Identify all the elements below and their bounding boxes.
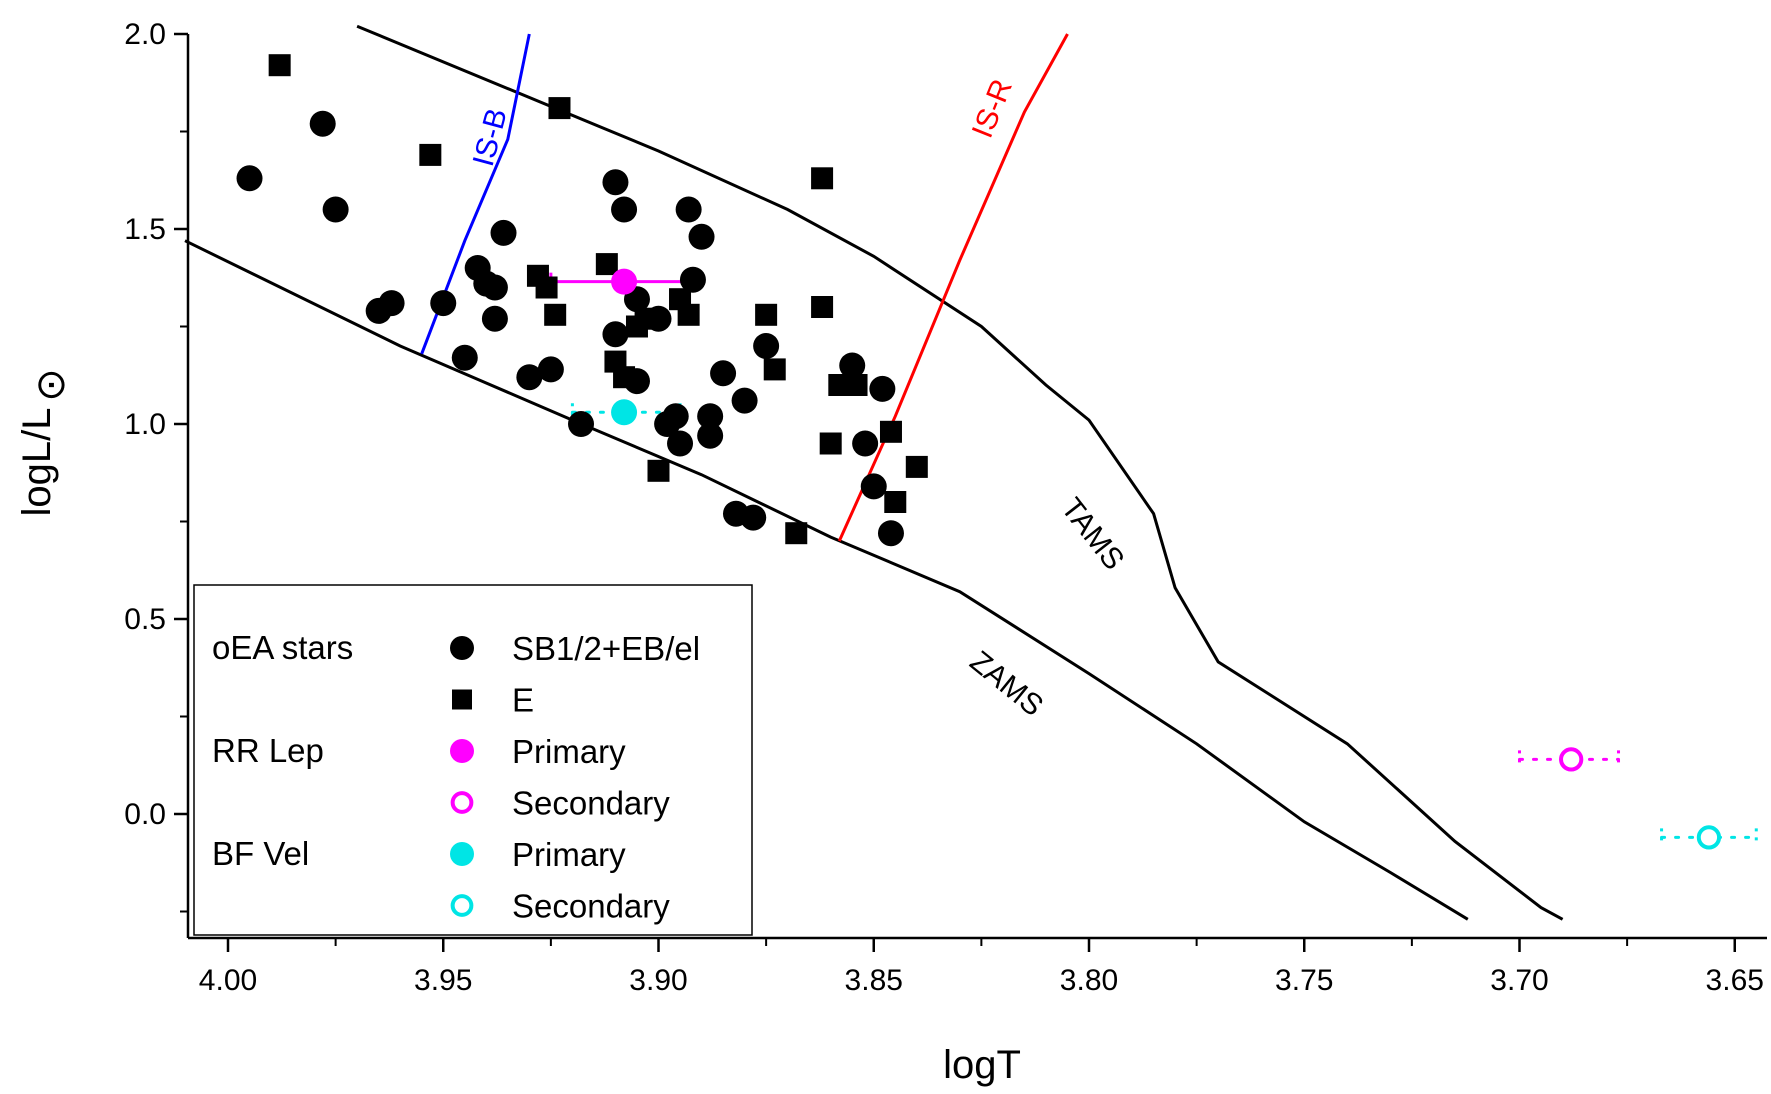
oea-stars-sb1-2-eb-el-point: [236, 165, 263, 192]
x-tick-label: 3.85: [845, 964, 903, 997]
oea-stars-e-point: [845, 374, 868, 396]
oea-stars-sb1-2-eb-el-point: [839, 352, 866, 379]
oea-stars-e-point: [879, 420, 902, 443]
oea-stars-e-point: [268, 54, 291, 77]
y-axis-title-sun-symbol: ⊙: [29, 368, 73, 402]
oea-stars-sb1-2-eb-el-point: [430, 290, 457, 317]
oea-stars-sb1-2-eb-el-point: [869, 375, 896, 402]
legend-e-marker: [452, 689, 472, 710]
oea-stars-sb1-2-eb-el-point: [852, 430, 879, 457]
legend-primary-marker: [450, 739, 474, 763]
x-tick-label: 3.70: [1490, 964, 1548, 997]
y-axis-title: logL/L: [15, 408, 59, 517]
oea-stars-sb1-2-eb-el-point: [568, 411, 595, 437]
oea-stars-sb1-2-eb-el-point: [688, 223, 715, 250]
legend-group-label: RR Lep: [212, 732, 324, 769]
oea-stars-sb1-2-eb-el-point: [697, 422, 724, 449]
oea-stars-sb1-2-eb-el-point: [602, 169, 629, 196]
oea-stars-sb1-2-eb-el-point: [667, 430, 694, 457]
oea-stars-e-point: [811, 296, 834, 318]
zams-line: [184, 239, 1469, 921]
oea-stars-sb1-2-eb-el-point: [710, 360, 737, 387]
legend-secondary-marker: [450, 894, 474, 917]
x-ticks: 4.00 3.95 3.90 3.85 3.80 3.75 3.70 3.65: [199, 938, 1764, 997]
oea-stars-sb1-2-eb-el-point: [877, 520, 904, 547]
legend-sb1-2-eb-el-label: SB1/2+EB/el: [512, 630, 700, 667]
y-ticks: 2.0 1.5 1.0 0.5 0.0: [124, 18, 188, 913]
oea-stars-sb1-2-eb-el-point: [481, 305, 508, 332]
y-axis-title-group: logL/L ⊙: [15, 368, 73, 516]
x-tick-label: 3.75: [1275, 964, 1333, 997]
oea-stars-e-point: [419, 143, 442, 166]
legend-group-label: oEA stars: [212, 629, 353, 666]
y-tick-label: 1.0: [124, 408, 166, 441]
y-tick-label: 0.5: [124, 603, 166, 636]
bf-vel-secondary-point: [1696, 825, 1722, 850]
oea-stars-e-point: [548, 97, 571, 120]
oea-stars-sb1-2-eb-el-point: [611, 196, 638, 223]
oea-stars-sb1-2-eb-el-point: [537, 356, 564, 383]
oea-stars-sb1-2-eb-el-point: [662, 403, 689, 430]
oea-stars-e-point: [811, 167, 834, 190]
legend: oEA stars SB1/2+EB/el E RR Lep Primary Second…: [193, 584, 753, 936]
oea-stars-sb1-2-eb-el-point: [679, 266, 706, 293]
oea-stars-e-point: [819, 432, 842, 455]
oea-stars-e-point: [755, 303, 778, 326]
x-tick-label: 3.65: [1706, 964, 1764, 997]
oea-stars-sb1-2-eb-el-point: [309, 110, 336, 137]
legend-secondary-label: Secondary: [512, 785, 670, 822]
oea-stars-sb1-2-eb-el-point: [481, 274, 508, 301]
legend-secondary-marker: [450, 791, 474, 814]
legend-group-label: BF Vel: [212, 835, 309, 872]
legend-sb1-2-eb-el-marker: [450, 636, 474, 660]
legend-e-label: E: [512, 682, 534, 719]
oea-stars-sb1-2-eb-el-point: [731, 387, 758, 414]
oea-stars-sb1-2-eb-el-point: [675, 196, 702, 223]
y-tick-label: 1.5: [124, 213, 166, 246]
x-tick-label: 3.95: [414, 964, 472, 997]
oea-stars-e-point: [763, 358, 786, 381]
x-tick-label: 4.00: [199, 964, 257, 997]
rr-lep-primary-point: [611, 268, 638, 295]
legend-primary-label: Primary: [512, 836, 626, 873]
tams-line: [356, 24, 1564, 921]
legend-primary-marker: [450, 842, 474, 866]
oea-stars-sb1-2-eb-el-point: [697, 403, 724, 430]
oea-stars-e-point: [785, 522, 808, 545]
legend-rows: oEA stars SB1/2+EB/el E RR Lep Primary Second…: [212, 629, 700, 925]
oea-stars-sb1-2-eb-el-point: [753, 333, 780, 359]
oea-stars-e-point: [905, 455, 928, 478]
axis-frame: [186, 34, 1767, 940]
oea-stars-e-point: [544, 303, 567, 326]
y-tick-label: 2.0: [124, 18, 166, 51]
oea-stars-sb1-2-eb-el-point: [322, 196, 349, 223]
oea-stars-e-point: [595, 253, 618, 276]
bf-vel-primary-point: [611, 399, 638, 426]
legend-primary-label: Primary: [512, 733, 626, 770]
x-tick-label: 3.80: [1060, 964, 1118, 997]
markers-layer: [236, 54, 1722, 850]
oea-stars-e-point: [884, 491, 907, 513]
oea-stars-sb1-2-eb-el-point: [516, 364, 543, 391]
oea-stars-e-point: [535, 276, 558, 299]
is-r-line: [837, 33, 1069, 542]
oea-stars-e-point: [828, 374, 851, 396]
oea-stars-e-point: [634, 307, 657, 330]
oea-stars-e-point: [613, 366, 636, 389]
oea-stars-sb1-2-eb-el-point: [602, 321, 629, 348]
legend-secondary-label: Secondary: [512, 888, 670, 925]
oea-stars-sb1-2-eb-el-point: [451, 344, 478, 371]
oea-stars-sb1-2-eb-el-point: [740, 504, 767, 531]
oea-stars-sb1-2-eb-el-point: [378, 290, 405, 317]
oea-stars-sb1-2-eb-el-point: [860, 473, 887, 500]
x-tick-label: 3.90: [629, 964, 687, 997]
oea-stars-sb1-2-eb-el-point: [490, 219, 517, 246]
x-axis-title: logT: [943, 1043, 1021, 1087]
oea-stars-e-point: [677, 303, 700, 326]
y-tick-label: 0.0: [124, 798, 166, 831]
rr-lep-secondary-point: [1559, 747, 1584, 772]
oea-stars-e-point: [647, 459, 670, 482]
